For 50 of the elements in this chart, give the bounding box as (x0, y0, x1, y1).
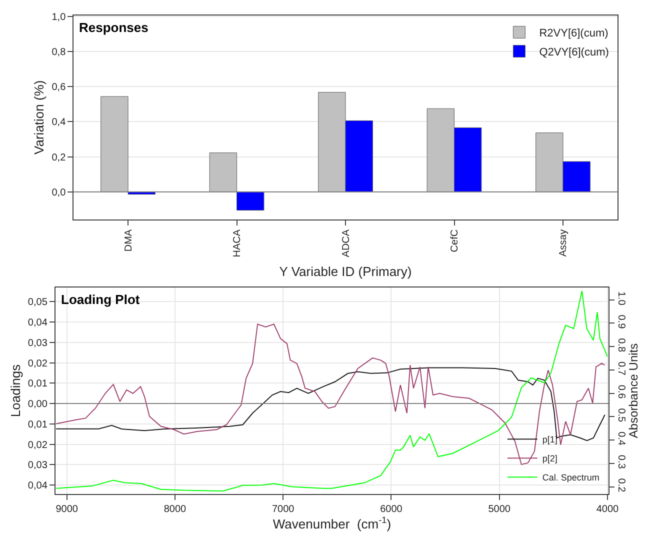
y-tick-label: 0,02 (28, 440, 48, 451)
x-axis-title: Wavenumber (cm$^{-1}$) (272, 515, 392, 532)
y-tick-label: 0,01 (28, 419, 48, 430)
y-tick-label: 0,8 (52, 47, 66, 58)
y2-tick-label: 0.8 (616, 338, 627, 352)
y-tick-label: 0,0 (52, 187, 66, 198)
line-series (56, 324, 606, 465)
legend-label: p[1] (542, 434, 558, 445)
chart-title: Loading Plot (61, 292, 140, 307)
y-tick-label: 0,04 (28, 480, 48, 492)
y2-tick-label: 0.6 (616, 384, 627, 400)
x-tick-label: 6000 (380, 504, 403, 515)
x-axis-title: Y Variable ID (Primary) (279, 264, 412, 279)
y-tick-label: 0,6 (52, 82, 66, 94)
y-tick-label: 0,00 (28, 399, 48, 410)
legend-label: p[2] (542, 454, 558, 464)
y-axis-title: Loadings (8, 364, 23, 418)
legend-label: Q2VY[6](cum) (539, 46, 609, 59)
y2-tick-label: 0.9 (616, 314, 627, 330)
x-tick-label: 9000 (56, 504, 78, 515)
y2-tick-label: 0.2 (616, 478, 627, 493)
y-tick-label: 0,03 (28, 338, 48, 349)
x-tick-label: 7000 (272, 504, 295, 515)
y-tick-label: 1,0 (52, 12, 66, 24)
legend-label: Cal. Spectrum (542, 472, 600, 483)
chart-title: Responses (79, 20, 148, 35)
x-tick-label: CefC (450, 229, 460, 252)
y2-axis-title: Absorbance Units (626, 343, 641, 438)
x-tick-label: 8000 (164, 504, 187, 515)
y2-tick-label: 0.5 (616, 408, 627, 423)
y-tick-label: 0,01 (28, 378, 48, 390)
x-tick-label: HACA (232, 229, 244, 258)
y-tick-label: 0,02 (28, 358, 48, 370)
y-axis-title: Variation (%) (32, 80, 47, 154)
y-tick-label: 0,05 (28, 297, 48, 308)
y-tick-label: 0,4 (52, 117, 66, 128)
y2-tick-label: 1.0 (616, 291, 627, 306)
y2-tick-label: 0.7 (616, 361, 627, 376)
y-tick-label: 0,03 (28, 460, 48, 472)
legend-label: R2VY[6](cum) (539, 28, 608, 40)
y-tick-label: 0,2 (52, 152, 66, 164)
line-series (56, 290, 608, 492)
x-tick-label: 4000 (596, 504, 620, 515)
y-tick-label: 0,04 (28, 318, 48, 329)
y2-tick-label: 0.4 (616, 432, 627, 446)
x-tick-label: DMA (123, 229, 134, 252)
x-tick-label: 5000 (488, 504, 511, 515)
x-tick-label: ADCA (340, 229, 352, 258)
y2-tick-label: 0.3 (616, 454, 627, 470)
x-tick-label: Assay (558, 229, 570, 257)
